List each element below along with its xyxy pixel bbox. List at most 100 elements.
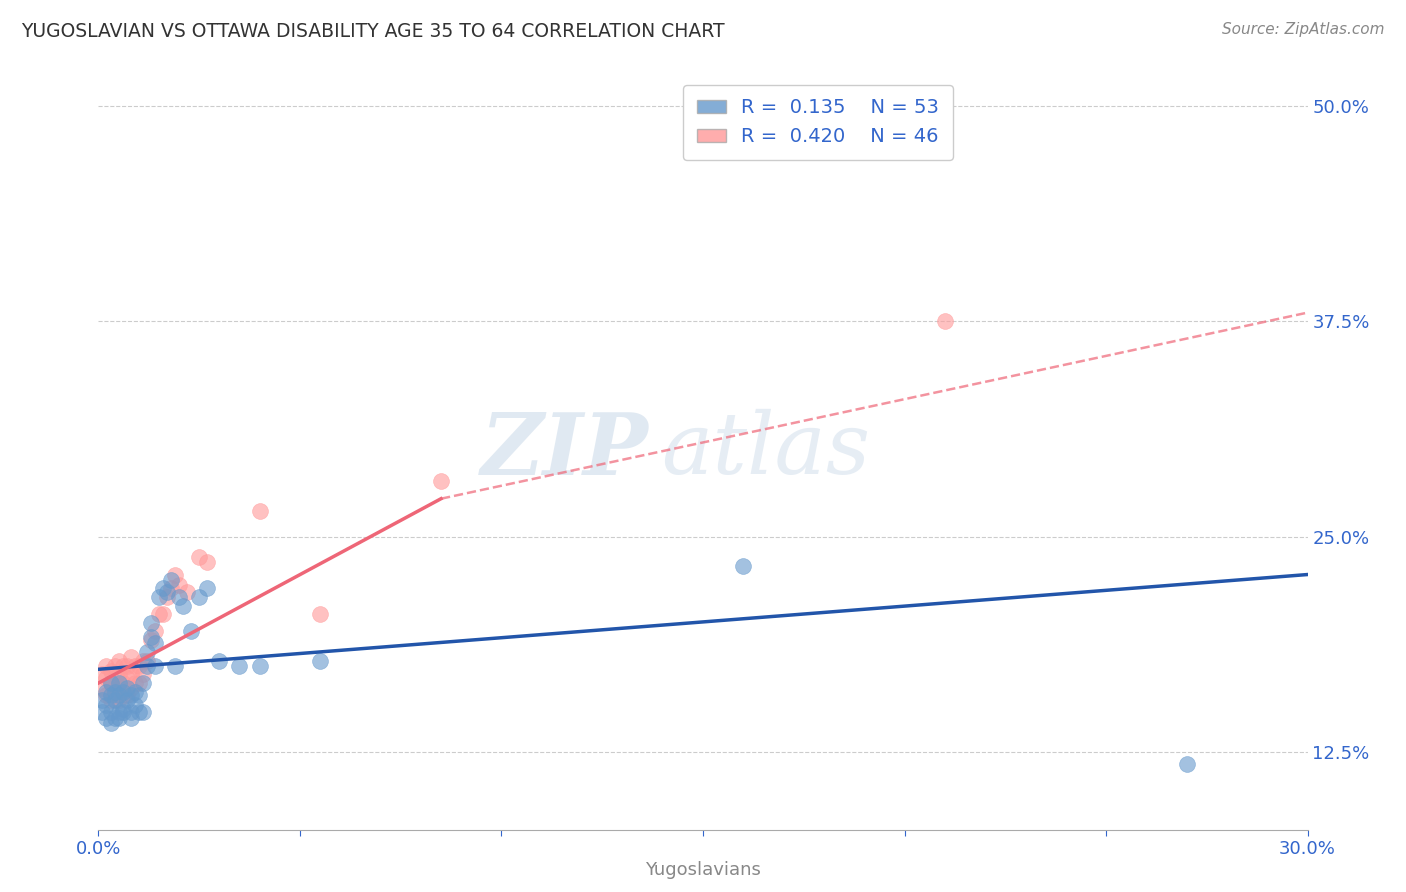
Point: [100, 664, 122, 678]
Point: [176, 584, 198, 599]
Point: [128, 676, 150, 690]
Point: [111, 702, 134, 716]
Point: [132, 676, 155, 690]
Point: [143, 658, 166, 673]
Point: [152, 607, 174, 622]
Point: [156, 584, 179, 599]
Point: [143, 624, 166, 639]
Point: [103, 693, 125, 707]
Text: YUGOSLAVIAN VS OTTAWA DISABILITY AGE 35 TO 64 CORRELATION CHART: YUGOSLAVIAN VS OTTAWA DISABILITY AGE 35 …: [21, 22, 724, 41]
Point: [188, 550, 211, 565]
Point: [132, 667, 155, 681]
Point: [103, 671, 125, 685]
Legend: R =  0.135    N = 53, R =  0.420    N = 46: R = 0.135 N = 53, R = 0.420 N = 46: [683, 85, 953, 160]
Point: [111, 658, 134, 673]
Point: [96, 698, 118, 713]
Point: [135, 645, 157, 659]
Point: [107, 706, 129, 720]
Point: [163, 658, 186, 673]
Point: [120, 710, 142, 724]
Point: [143, 636, 166, 650]
Point: [96, 684, 118, 698]
Point: [100, 676, 122, 690]
Point: [107, 681, 129, 696]
Point: [96, 688, 118, 702]
Point: [96, 658, 118, 673]
Point: [107, 654, 129, 668]
Point: [135, 658, 157, 673]
Point: [156, 590, 179, 604]
Point: [100, 706, 122, 720]
Point: [100, 715, 122, 730]
Point: [107, 710, 129, 724]
Point: [103, 658, 125, 673]
Point: [124, 698, 146, 713]
Point: [180, 624, 202, 639]
Point: [107, 688, 129, 702]
Point: [128, 706, 150, 720]
Point: [249, 504, 271, 518]
Point: [132, 706, 155, 720]
Point: [111, 706, 134, 720]
Point: [107, 693, 129, 707]
Point: [96, 671, 118, 685]
Point: [107, 667, 129, 681]
Point: [128, 658, 150, 673]
Point: [120, 650, 142, 665]
Point: [115, 658, 138, 673]
Point: [111, 688, 134, 702]
Point: [309, 654, 332, 668]
Point: [120, 688, 142, 702]
Point: [208, 654, 231, 668]
Point: [167, 578, 190, 592]
Point: [100, 693, 122, 707]
Point: [132, 654, 155, 668]
Point: [934, 314, 956, 328]
Point: [107, 676, 129, 690]
Point: [148, 590, 170, 604]
Point: [115, 681, 138, 696]
Point: [893, 116, 915, 130]
Point: [163, 567, 186, 582]
Text: Yugoslavians: Yugoslavians: [645, 861, 761, 879]
Point: [139, 630, 162, 644]
Point: [195, 582, 218, 596]
Point: [96, 710, 118, 724]
Point: [160, 573, 183, 587]
Point: [91, 681, 114, 696]
Point: [152, 582, 174, 596]
Point: [120, 667, 142, 681]
Point: [135, 654, 157, 668]
Point: [124, 658, 146, 673]
Point: [103, 710, 125, 724]
Point: [139, 615, 162, 630]
Point: [111, 676, 134, 690]
Point: [115, 693, 138, 707]
Point: [188, 590, 211, 604]
Point: [91, 693, 114, 707]
Point: [103, 684, 125, 698]
Point: [111, 684, 134, 698]
Point: [100, 688, 122, 702]
Point: [115, 671, 138, 685]
Point: [91, 667, 114, 681]
Text: Source: ZipAtlas.com: Source: ZipAtlas.com: [1222, 22, 1385, 37]
Point: [115, 688, 138, 702]
Point: [195, 556, 218, 570]
Point: [124, 676, 146, 690]
Point: [172, 599, 194, 613]
Point: [733, 558, 755, 573]
Point: [100, 676, 122, 690]
Point: [1175, 757, 1198, 772]
Point: [249, 658, 271, 673]
Point: [91, 706, 114, 720]
Point: [148, 607, 170, 622]
Point: [430, 475, 453, 489]
Point: [160, 582, 183, 596]
Point: [228, 658, 250, 673]
Point: [103, 688, 125, 702]
Point: [124, 684, 146, 698]
Point: [167, 590, 190, 604]
Point: [139, 633, 162, 648]
Text: atlas: atlas: [661, 409, 870, 491]
